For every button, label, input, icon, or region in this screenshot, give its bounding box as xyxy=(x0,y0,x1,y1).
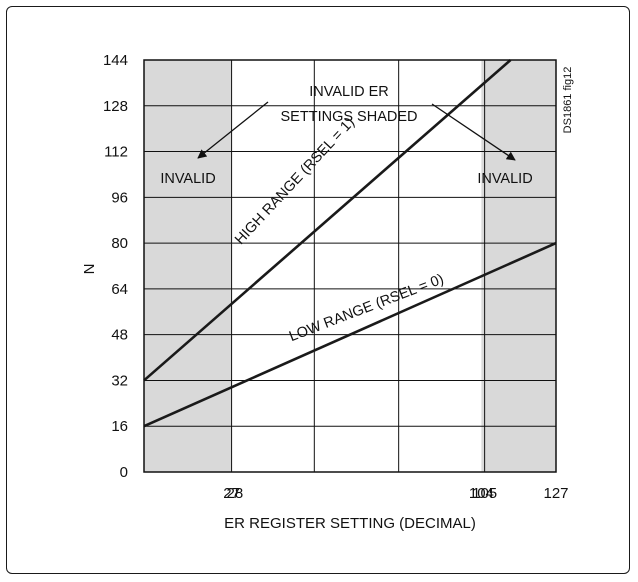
x-tick-label-27: 27 xyxy=(223,485,240,502)
shaded-note-line2: SETTINGS SHADED xyxy=(281,109,418,125)
low-range-label: LOW RANGE (RSEL = 0) xyxy=(287,271,446,345)
arrow-to-left-invalid xyxy=(197,101,269,159)
y-tick-label-0: 0 xyxy=(120,464,128,481)
y-tick-label-144: 144 xyxy=(103,52,128,69)
figure-tag: DS1861 fig12 xyxy=(562,67,574,134)
x-tick-label-104: 104 xyxy=(469,485,494,502)
invalid-region-0 xyxy=(144,60,232,472)
low-range-line xyxy=(143,241,557,428)
plot-border xyxy=(143,59,557,473)
y-tick-label-112: 112 xyxy=(104,144,128,161)
x-tick-label-105: 105 xyxy=(472,485,497,502)
y-tick-label-80: 80 xyxy=(111,235,128,252)
y-tick-label-64: 64 xyxy=(111,281,128,298)
y-tick-label-96: 96 xyxy=(111,189,128,206)
y-tick-label-16: 16 xyxy=(111,418,128,435)
figure-frame xyxy=(6,6,630,574)
shaded-note-line1: INVALID ER xyxy=(309,84,389,100)
y-axis-title: N xyxy=(81,264,98,275)
x-axis-title: ER REGISTER SETTING (DECIMAL) xyxy=(224,515,476,532)
y-tick-label-48: 48 xyxy=(111,327,128,344)
invalid-region-1 xyxy=(481,60,556,472)
high-range-label: HIGH RANGE (RSEL = 1) xyxy=(232,115,358,248)
high-range-line xyxy=(143,59,512,382)
y-tick-label-32: 32 xyxy=(111,372,128,389)
arrow-to-right-invalid xyxy=(431,103,516,161)
x-tick-label-127: 127 xyxy=(543,485,568,502)
y-tick-label-128: 128 xyxy=(103,98,128,115)
invalid-right-label: INVALID xyxy=(477,171,532,187)
x-tick-label-28: 28 xyxy=(226,485,243,502)
invalid-left-label: INVALID xyxy=(160,171,215,187)
